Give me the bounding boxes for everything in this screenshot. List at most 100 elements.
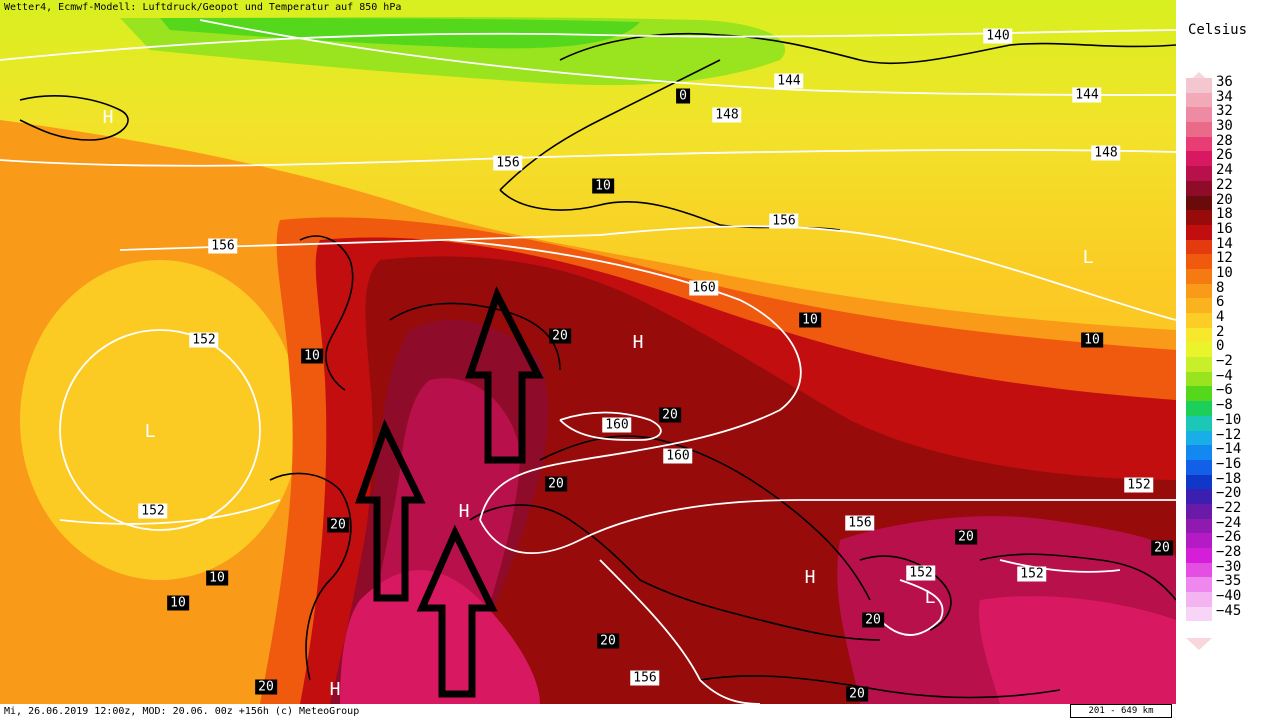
isohypse-label: 156 [845, 515, 875, 531]
legend-swatch [1186, 592, 1212, 607]
pressure-center-label: H [632, 332, 644, 353]
legend-swatch [1186, 606, 1212, 622]
isohypse-label: 152 [906, 565, 936, 581]
legend-label: −8 [1216, 397, 1233, 414]
isohypse-label: 152 [1124, 477, 1154, 493]
legend-label: −12 [1216, 426, 1242, 443]
legend-item: 36 [1182, 75, 1278, 93]
legend-item: 8 [1182, 281, 1278, 299]
legend-item: −18 [1182, 470, 1278, 490]
legend-item: 34 [1182, 90, 1278, 108]
pressure-center-label: L [144, 421, 156, 442]
legend-label: 28 [1216, 132, 1233, 149]
legend-swatch [1186, 254, 1212, 269]
legend-label: −14 [1216, 441, 1242, 458]
legend-label: −30 [1216, 558, 1242, 575]
legend-swatch [1186, 78, 1212, 93]
legend-label: −24 [1216, 514, 1242, 531]
temperature-label: 10 [799, 312, 821, 328]
legend-label: 4 [1216, 309, 1225, 325]
legend-label: −35 [1216, 573, 1242, 590]
isohypse-label: 152 [138, 503, 168, 519]
temperature-label: 10 [206, 570, 228, 586]
low-core-region [20, 260, 300, 580]
scale-bar: 201 - 649 km [1070, 704, 1172, 718]
cold-band-deep-green [160, 18, 640, 49]
legend-label: −6 [1216, 382, 1233, 399]
legend-item: 26 [1182, 148, 1278, 167]
legend-label: 14 [1216, 235, 1233, 252]
temperature-label: 20 [846, 686, 868, 702]
legend-swatch [1186, 562, 1212, 578]
legend-label: −40 [1216, 588, 1242, 605]
legend-cap-bottom [1186, 638, 1212, 650]
legend-label: −45 [1216, 602, 1242, 619]
legend-item: 28 [1182, 132, 1278, 152]
temperature-legend: 36 34 32 30 28 26 24 22 20 18 16 14 12 10 8 6 4 2 0 −2 −4 −6−… [1182, 75, 1278, 622]
legend-item: 18 [1182, 207, 1278, 225]
pressure-center-label: H [102, 107, 114, 128]
legend-swatch [1186, 503, 1212, 519]
legend-swatch [1186, 122, 1212, 137]
legend-item: −20 [1182, 485, 1278, 504]
isohypse-label: 140 [983, 28, 1013, 44]
legend-label: −16 [1216, 455, 1242, 472]
legend-item: 10 [1182, 266, 1278, 284]
legend-label: 2 [1216, 323, 1225, 340]
legend-swatch [1186, 533, 1212, 548]
legend-label: −10 [1216, 411, 1242, 428]
legend-label: 12 [1216, 250, 1233, 267]
legend-item: −45 [1182, 602, 1278, 622]
legend-swatch [1186, 474, 1212, 490]
east-med-heat-core [979, 596, 1176, 704]
legend-label: −20 [1216, 485, 1242, 502]
legend-label: −2 [1216, 353, 1233, 370]
isohypse-label: 148 [1091, 145, 1121, 161]
legend-item: −22 [1182, 499, 1278, 519]
legend-swatch [1186, 313, 1212, 328]
isohypse-label: 160 [602, 417, 632, 433]
legend-label: −18 [1216, 470, 1242, 487]
pressure-center-label: H [329, 679, 341, 700]
legend-item: 24 [1182, 163, 1278, 181]
legend-item: −6 [1182, 382, 1278, 402]
legend-swatch [1186, 548, 1212, 563]
pressure-center-label: L [924, 587, 936, 608]
legend-swatch [1186, 371, 1212, 387]
legend-item: −26 [1182, 530, 1278, 548]
temperature-label: 20 [545, 476, 567, 492]
temperature-label: 20 [327, 517, 349, 533]
legend-item: 2 [1182, 323, 1278, 343]
legend-swatch [1186, 224, 1212, 240]
legend-item: 12 [1182, 250, 1278, 269]
temperature-label: 20 [659, 407, 681, 423]
legend-item: 30 [1182, 119, 1278, 137]
legend-item: 22 [1182, 178, 1278, 196]
legend-label: −22 [1216, 499, 1242, 516]
map-footer-info: Mi, 26.06.2019 12:00z, MOD: 20.06. 00z +… [4, 706, 360, 717]
isohypse-label: 144 [1072, 87, 1102, 103]
isohypse-label: 152 [1017, 566, 1047, 582]
legend-item: 20 [1182, 193, 1278, 211]
legend-item: −8 [1182, 397, 1278, 416]
legend-swatch [1186, 445, 1212, 460]
arrow-central-iberia [416, 524, 498, 698]
legend-swatch [1186, 166, 1212, 181]
legend-swatch [1186, 577, 1212, 593]
legend-swatch [1186, 430, 1212, 446]
flow-arrows [355, 286, 544, 698]
legend-swatch [1186, 327, 1212, 343]
temperature-label: 20 [255, 679, 277, 695]
legend-label: 0 [1216, 338, 1225, 355]
legend-swatch [1186, 386, 1212, 402]
legend-swatch [1186, 239, 1212, 255]
legend-swatch [1186, 459, 1212, 475]
pressure-center-label: H [804, 567, 816, 588]
legend-item: −12 [1182, 426, 1278, 446]
isohypse-label: 152 [189, 332, 219, 348]
legend-label: −4 [1216, 367, 1233, 384]
legend-item: −16 [1182, 455, 1278, 475]
isohypse-label: 156 [493, 155, 523, 171]
legend-swatch [1186, 136, 1212, 152]
temperature-label: 10 [301, 348, 323, 364]
